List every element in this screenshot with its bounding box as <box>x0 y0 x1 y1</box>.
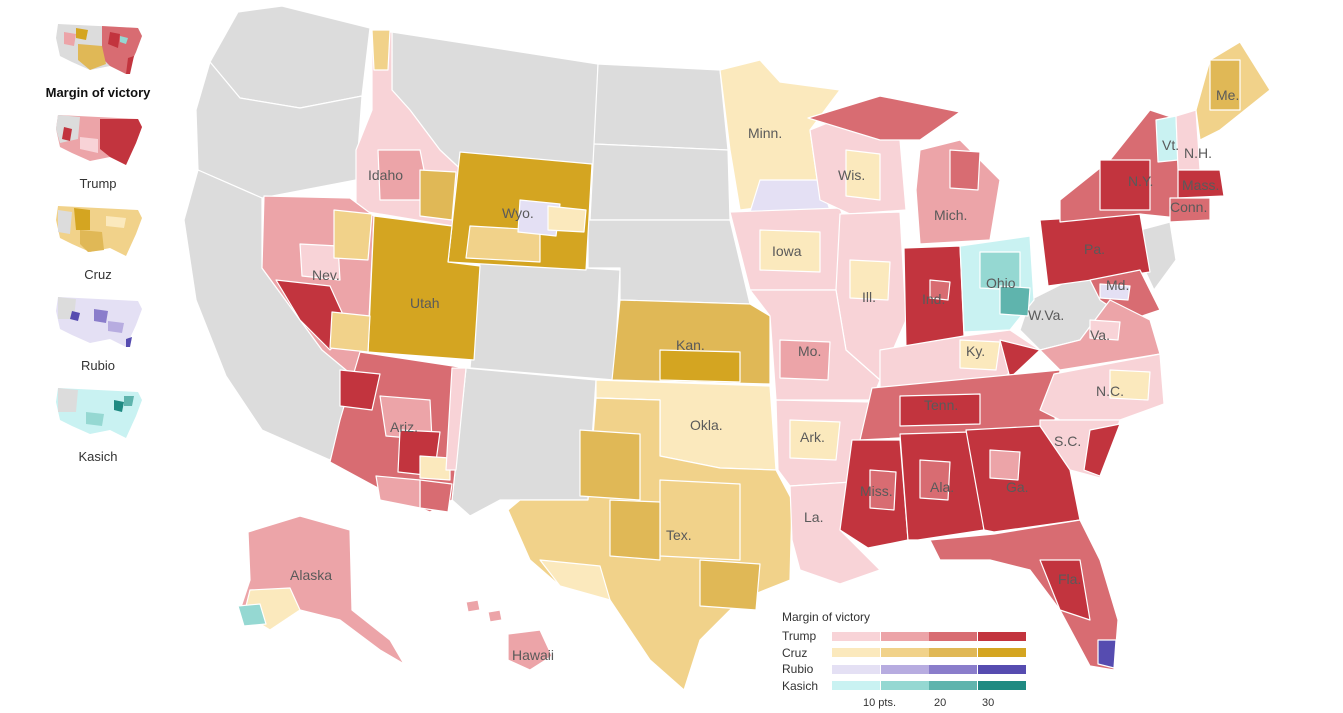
legend-swatch <box>977 681 1026 691</box>
legend-swatch <box>977 631 1026 641</box>
label-ala: Ala. <box>930 479 954 495</box>
thumb-kasich[interactable]: Kasich <box>40 382 156 465</box>
thumb-label-trump: Trump <box>79 176 117 191</box>
state-colorado <box>469 261 621 381</box>
label-tenn: Tenn. <box>924 397 958 413</box>
label-kan: Kan. <box>676 337 705 353</box>
legend-swatch <box>977 664 1026 674</box>
trump-thumbnail-map <box>56 115 142 165</box>
legend-swatch <box>880 681 929 691</box>
county-results-map: Minn. Wis. Mich. N.Y. Mass. Conn. Vt. N.… <box>183 5 1271 691</box>
label-alaska: Alaska <box>290 567 332 583</box>
legend-swatch <box>929 631 977 641</box>
legend-row-label: Cruz <box>782 645 808 660</box>
label-wis: Wis. <box>838 167 865 183</box>
legend-row-kasich: Kasich <box>782 678 1032 695</box>
label-ark: Ark. <box>800 429 825 445</box>
label-hawaii: Hawaii <box>512 647 554 663</box>
state-michigan-up <box>807 95 961 141</box>
legend-rows: Trump Cruz Rubio Kasich <box>782 628 1032 694</box>
legend-swatch <box>929 681 977 691</box>
label-wyo: Wyo. <box>502 205 534 221</box>
thumb-label-rubio: Rubio <box>81 358 115 373</box>
thumb-label-margin: Margin of victory <box>45 85 151 100</box>
thumb-trump[interactable]: Trump <box>40 109 156 192</box>
legend-row-label: Kasich <box>782 678 819 693</box>
legend-swatch <box>977 648 1026 658</box>
legend-tick-20: 20 <box>934 697 947 709</box>
rubio-thumbnail-map <box>56 297 142 347</box>
label-tex: Tex. <box>666 527 692 543</box>
label-ohio: Ohio <box>986 275 1016 291</box>
label-mo: Mo. <box>798 343 821 359</box>
label-wva: W.Va. <box>1028 307 1064 323</box>
label-ill: Ill. <box>862 289 876 305</box>
thumb-rubio[interactable]: Rubio <box>40 291 156 374</box>
state-hawaii <box>507 629 553 671</box>
legend-tick-10: 10 pts. <box>863 697 897 709</box>
legend-row-cruz: Cruz <box>782 645 1032 662</box>
label-pa: Pa. <box>1084 241 1105 257</box>
label-va: Va. <box>1090 327 1110 343</box>
label-minn: Minn. <box>748 125 782 141</box>
legend-row-label: Trump <box>782 629 817 644</box>
label-idaho: Idaho <box>368 167 403 183</box>
state-new-mexico <box>451 367 597 517</box>
label-ky: Ky. <box>966 343 985 359</box>
label-iowa: Iowa <box>772 243 802 259</box>
label-fla: Fla. <box>1058 571 1081 587</box>
state-connecticut <box>1169 197 1211 223</box>
label-ga: Ga. <box>1006 479 1029 495</box>
legend-swatch <box>929 648 977 658</box>
thumb-label-kasich: Kasich <box>78 449 118 464</box>
cruz-thumbnail-map <box>56 206 142 256</box>
view-selector: Margin of victory Trump Cruz <box>40 18 156 473</box>
label-me: Me. <box>1216 87 1239 103</box>
state-massachusetts <box>1177 169 1225 199</box>
legend-swatch <box>832 664 880 674</box>
state-new-hampshire <box>1175 109 1201 171</box>
label-miss: Miss. <box>860 483 893 499</box>
margin-legend: Margin of victory Trump Cruz Rubio Kasich 1… <box>782 610 1032 713</box>
label-nh: N.H. <box>1184 145 1212 161</box>
legend-swatch <box>880 664 929 674</box>
label-md: Md. <box>1106 277 1129 293</box>
margin-of-victory-thumbnail-map <box>56 24 142 74</box>
thumb-label-cruz: Cruz <box>84 267 112 282</box>
label-mich: Mich. <box>934 207 967 223</box>
legend-ticks: 10 pts. 20 30 <box>782 697 1032 713</box>
label-ny: N.Y. <box>1128 173 1153 189</box>
label-sc: S.C. <box>1054 433 1081 449</box>
label-conn: Conn. <box>1170 199 1207 215</box>
legend-tick-30: 30 <box>982 697 995 709</box>
thumb-cruz[interactable]: Cruz <box>40 200 156 283</box>
state-florida <box>929 519 1119 671</box>
legend-row-label: Rubio <box>782 662 814 677</box>
legend-swatch <box>880 648 929 658</box>
legend-title: Margin of victory <box>782 610 871 624</box>
label-ariz: Ariz. <box>390 419 418 435</box>
legend-swatch <box>832 631 880 641</box>
label-mass: Mass. <box>1182 177 1219 193</box>
legend-swatch <box>929 664 977 674</box>
legend-row-rubio: Rubio <box>782 661 1032 678</box>
label-la: La. <box>804 509 823 525</box>
legend-swatch <box>832 648 880 658</box>
label-okla: Okla. <box>690 417 723 433</box>
legend-swatch <box>880 631 929 641</box>
state-south-dakota <box>589 143 731 221</box>
state-north-dakota <box>593 63 729 151</box>
label-ind: Ind. <box>922 291 945 307</box>
kasich-thumbnail-map <box>56 388 142 438</box>
thumb-margin-of-victory[interactable]: Margin of victory <box>40 18 156 101</box>
label-nev: Nev. <box>312 267 340 283</box>
label-utah: Utah <box>410 295 440 311</box>
label-nc: N.C. <box>1096 383 1124 399</box>
legend-row-trump: Trump <box>782 628 1032 645</box>
legend-swatch <box>832 681 880 691</box>
label-vt: Vt. <box>1162 137 1179 153</box>
